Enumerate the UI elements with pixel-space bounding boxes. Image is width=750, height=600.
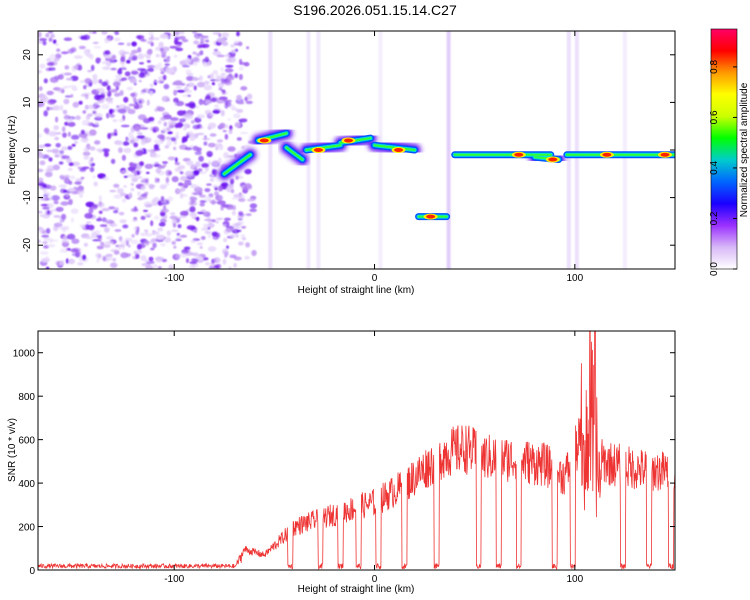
snr-x-label: Height of straight line (km) bbox=[298, 584, 415, 595]
colorbar-tick-label: 0.0 bbox=[709, 262, 720, 276]
spectrogram-image bbox=[38, 31, 675, 269]
spectrogram-y-label: Frequency (Hz) bbox=[7, 116, 18, 185]
snr-series-line bbox=[38, 331, 675, 570]
snr-plot-area bbox=[38, 331, 675, 570]
snr-x-tick: 100 bbox=[566, 574, 583, 585]
colorbar-tick-label: 0.6 bbox=[709, 110, 720, 124]
snr-y-tick: 600 bbox=[18, 436, 35, 447]
spectrogram-y-tick: -10 bbox=[22, 190, 33, 205]
spectrogram-y-tick: 10 bbox=[22, 96, 33, 108]
spectrogram-x-tick: -100 bbox=[164, 273, 184, 284]
snr-x-tick: 0 bbox=[372, 574, 378, 585]
spectrogram-x-tick: 0 bbox=[372, 273, 378, 284]
snr-y-label: SNR (10 * v/v) bbox=[7, 418, 18, 482]
spectrogram-x-label: Height of straight line (km) bbox=[298, 285, 415, 296]
colorbar: 0.0 0.2 0.4 0.6 0.8 Normalized spectral ampl… bbox=[709, 28, 750, 276]
snr-x-tick: -100 bbox=[164, 574, 184, 585]
colorbar-ticks: 0.0 0.2 0.4 0.6 0.8 bbox=[709, 60, 737, 276]
colorbar-tick-label: 0.2 bbox=[709, 211, 720, 225]
snr-y-tick: 0 bbox=[29, 566, 35, 577]
snr-frame bbox=[37, 330, 676, 571]
colorbar-bar bbox=[710, 28, 738, 270]
spectrogram-x-tick: 100 bbox=[566, 273, 583, 284]
spectrogram-y-tick: -20 bbox=[22, 238, 33, 253]
spectrogram-noise bbox=[38, 31, 258, 269]
spectrogram-y-tick: 20 bbox=[22, 49, 33, 61]
figure-title: S196.2026.051.15.14.C27 bbox=[293, 2, 457, 18]
spectrogram-y-tick: 0 bbox=[22, 147, 33, 153]
snr-y-tick: 1000 bbox=[13, 349, 36, 360]
colorbar-tick-label: 0.8 bbox=[709, 60, 720, 74]
spectrogram-ridge bbox=[215, 124, 675, 226]
snr-y-tick: 200 bbox=[18, 523, 35, 534]
colorbar-tick-label: 0.4 bbox=[709, 161, 720, 175]
colorbar-label: Normalized spectral amplitude bbox=[739, 82, 750, 217]
snr-y-tick: 800 bbox=[18, 392, 35, 403]
snr-y-tick: 400 bbox=[18, 479, 35, 490]
